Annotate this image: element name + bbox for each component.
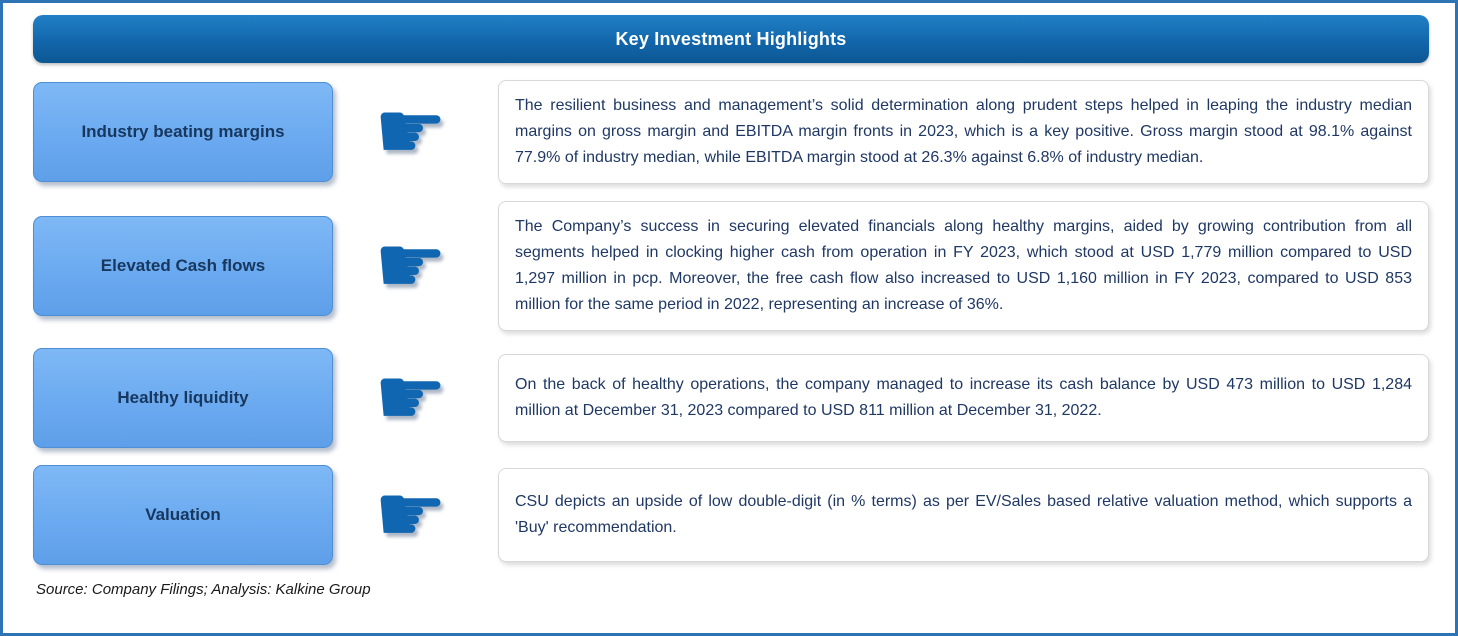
label-box-valuation: Valuation <box>33 465 333 565</box>
highlight-row-valuation: Valuation ☛ CSU depicts an upside of low… <box>33 465 1429 565</box>
page-title-bar: Key Investment Highlights <box>33 15 1429 63</box>
highlight-text-box-industry-beating-margins: The resilient business and management’s … <box>498 80 1429 184</box>
page-title: Key Investment Highlights <box>615 28 847 49</box>
label-text: Industry beating margins <box>81 122 285 141</box>
pointing-hand-icon: ☛ <box>373 218 448 313</box>
label-text: Elevated Cash flows <box>100 256 266 275</box>
hand-column: ☛ <box>333 225 498 307</box>
highlight-paragraph: On the back of healthy operations, the c… <box>515 376 1412 419</box>
pointing-hand-icon: ☛ <box>373 467 448 562</box>
pointing-hand-icon: ☛ <box>373 84 448 179</box>
label-box-elevated-cash-flows: Elevated Cash flows <box>33 216 333 316</box>
highlight-paragraph: The Company’s success in securing elevat… <box>515 218 1412 313</box>
highlight-row-industry-beating-margins: Industry beating margins ☛ The resilient… <box>33 80 1429 184</box>
label-text: Healthy liquidity <box>117 388 249 407</box>
label-box-healthy-liquidity: Healthy liquidity <box>33 348 333 448</box>
hand-column: ☛ <box>333 474 498 556</box>
highlight-text-box-valuation: CSU depicts an upside of low double-digi… <box>498 468 1429 562</box>
highlight-text-box-healthy-liquidity: On the back of healthy operations, the c… <box>498 354 1429 442</box>
pointing-hand-icon: ☛ <box>373 350 448 445</box>
source-note: Source: Company Filings; Analysis: Kalki… <box>36 581 371 598</box>
highlight-text-box-elevated-cash-flows: The Company’s success in securing elevat… <box>498 201 1429 331</box>
highlight-row-healthy-liquidity: Healthy liquidity ☛ On the back of healt… <box>33 348 1429 448</box>
hand-column: ☛ <box>333 357 498 439</box>
label-text: Valuation <box>145 505 221 524</box>
highlight-paragraph: The resilient business and management’s … <box>515 97 1412 166</box>
label-box-industry-beating-margins: Industry beating margins <box>33 82 333 182</box>
highlight-paragraph: CSU depicts an upside of low double-digi… <box>515 493 1412 536</box>
highlight-row-elevated-cash-flows: Elevated Cash flows ☛ The Company’s succ… <box>33 201 1429 331</box>
hand-column: ☛ <box>333 91 498 173</box>
